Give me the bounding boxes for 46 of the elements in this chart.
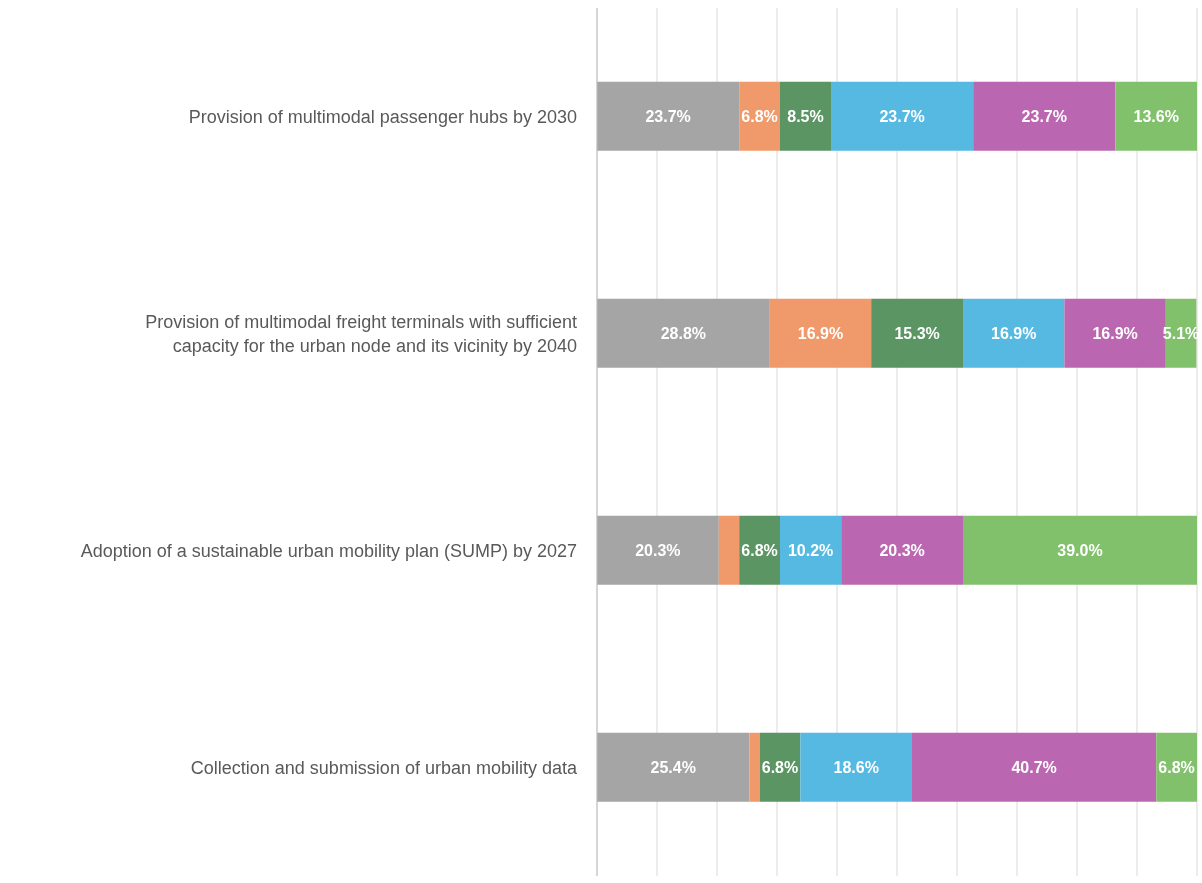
bar: [780, 515, 842, 585]
y-tick-label: Adoption of a sustainable urban mobility plan (SUMP) by 2027: [80, 540, 577, 561]
data-label: 16.9%: [797, 324, 844, 342]
data-label: 23.7%: [879, 107, 925, 125]
data-label: 15.3%: [894, 324, 940, 342]
data-label: 13.6%: [1133, 107, 1179, 125]
bar: [718, 515, 740, 585]
bar: [1156, 732, 1197, 802]
bar: [749, 732, 760, 802]
bar: [597, 515, 719, 585]
data-label: 40.7%: [1011, 758, 1057, 776]
bar: [973, 81, 1116, 151]
data-label: 28.8%: [660, 324, 707, 342]
bar: [831, 81, 974, 151]
bar: [597, 298, 770, 368]
bar: [780, 81, 831, 151]
bar: [963, 298, 1065, 368]
data-label: 39.0%: [1057, 541, 1103, 559]
data-label: 23.7%: [1021, 107, 1067, 125]
y-tick-label: Provision of multimodal freight terminals with sufficient capacity for the urban node and its vicinity by 2040: [145, 311, 577, 356]
bar: [963, 515, 1197, 585]
data-label: 23.7%: [645, 107, 691, 125]
data-label: 6.8%: [741, 541, 778, 559]
data-label: 6.8%: [761, 758, 799, 776]
bar: [769, 298, 872, 368]
bar: [800, 732, 912, 802]
data-label: 20.3%: [635, 541, 681, 559]
bar: [597, 81, 740, 151]
data-label: 6.8%: [1158, 758, 1195, 776]
bar: [1115, 81, 1197, 151]
bar: [841, 515, 963, 585]
data-label: 16.9%: [1092, 324, 1138, 342]
data-label: 25.4%: [650, 758, 696, 776]
data-label: 8.5%: [787, 107, 824, 125]
data-label: 10.2%: [787, 541, 834, 559]
y-tick-label: Collection and submission of urban mobility data: [190, 757, 578, 778]
data-label: 16.9%: [991, 324, 1037, 342]
bar: [739, 515, 780, 585]
data-label: 6.8%: [741, 107, 778, 125]
data-label: 18.6%: [833, 758, 879, 776]
bar: [739, 81, 780, 151]
bar: [871, 298, 963, 368]
bar: [597, 732, 750, 802]
y-tick-label: Provision of multimodal passenger hubs by 2030: [188, 106, 577, 127]
bar: [912, 732, 1157, 802]
data-label: 20.3%: [879, 541, 925, 559]
